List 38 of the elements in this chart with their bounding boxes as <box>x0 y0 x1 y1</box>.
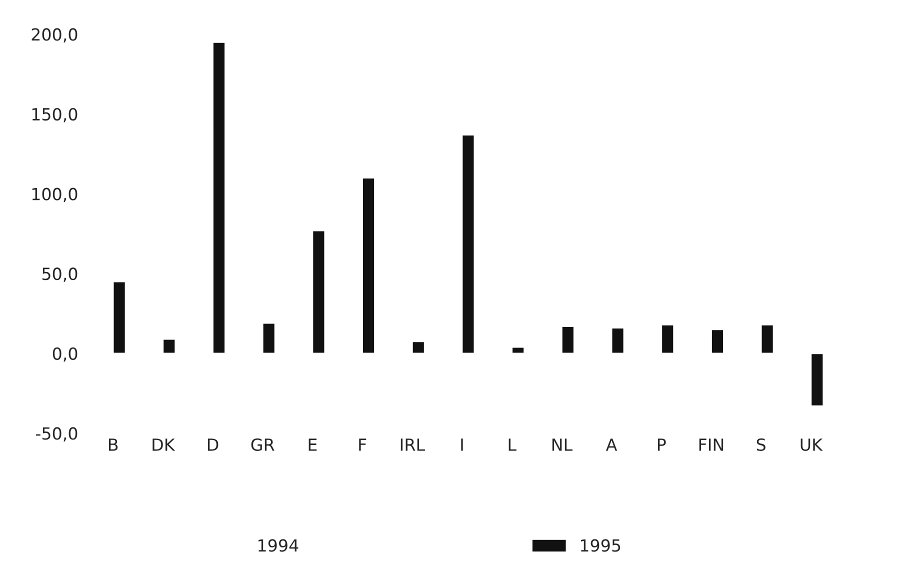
bar <box>660 324 675 354</box>
bar <box>262 322 276 354</box>
text: 1994 <box>258 539 298 552</box>
y-tick-label: 0,0 <box>52 347 78 362</box>
y-tick-label: 100,0 <box>32 188 78 202</box>
x-tick-label: L <box>508 438 516 451</box>
bar <box>511 346 526 354</box>
x-tick-label: A <box>606 438 618 451</box>
x-tick-label: B <box>108 438 118 451</box>
x-tick-label: I <box>461 438 463 451</box>
y-tick-label: -50,0 <box>36 427 78 442</box>
bar <box>112 280 126 354</box>
x-tick-label: D <box>208 438 218 451</box>
y-tick-label: 50,0 <box>42 268 78 282</box>
bar <box>610 327 625 354</box>
x-tick-label: FIN <box>699 438 724 451</box>
x-tick-label: NL <box>552 438 572 451</box>
bar <box>561 326 575 354</box>
legend-label: 1995 <box>580 539 620 552</box>
x-tick-label: DK <box>152 438 176 451</box>
x-tick-label: S <box>756 438 766 451</box>
y-tick-label: 200,0 <box>32 28 78 42</box>
y-tick-label: 150,0 <box>32 108 78 122</box>
bar <box>710 328 724 354</box>
bar <box>810 352 824 407</box>
x-tick-label: GR <box>251 438 274 451</box>
bar <box>760 324 774 354</box>
bar <box>212 41 226 354</box>
x-tick-label: F <box>359 438 366 451</box>
x-tick-label: IRL <box>400 438 425 451</box>
bar <box>312 230 326 354</box>
bar <box>411 340 426 354</box>
x-tick-label: E <box>308 438 317 451</box>
x-tick-label: UK <box>800 438 823 451</box>
bar <box>362 177 376 354</box>
bar <box>461 134 476 354</box>
x-tick-label: P <box>658 438 666 451</box>
bar <box>162 338 176 354</box>
